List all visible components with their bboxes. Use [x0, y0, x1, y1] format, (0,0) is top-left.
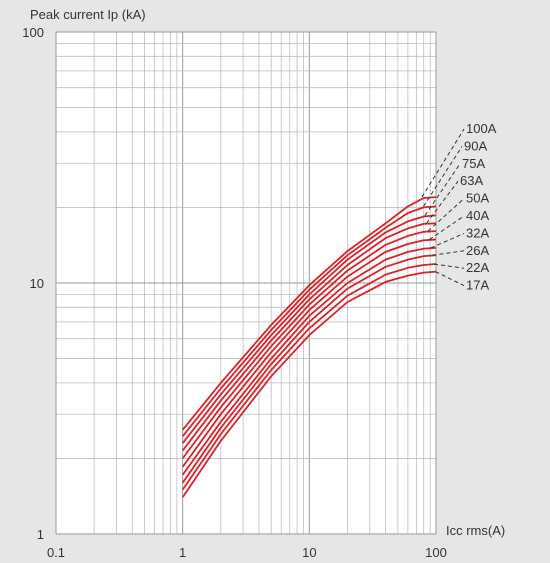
- x-tick-label: 0.1: [47, 545, 65, 560]
- series-label-leader: [430, 232, 465, 249]
- series-label-leader: [423, 146, 463, 207]
- series-line: [181, 238, 437, 468]
- series-label-leader: [424, 163, 461, 216]
- series-line: [182, 196, 437, 431]
- series-label: 50A: [466, 191, 489, 206]
- series-line: [181, 270, 437, 498]
- series-label: 90A: [464, 138, 487, 153]
- series-label-leader: [421, 128, 465, 198]
- series-line: [181, 222, 437, 452]
- x-tick-label: 100: [425, 545, 447, 560]
- series-line: [181, 230, 437, 459]
- y-tick-label: 1: [37, 527, 44, 542]
- series-line: [181, 263, 437, 491]
- series-label: 100A: [466, 121, 497, 136]
- series-label: 17A: [466, 278, 489, 293]
- series-label-leader: [427, 198, 465, 232]
- series-line: [181, 214, 437, 444]
- series-label: 22A: [466, 260, 489, 275]
- series-label: 26A: [466, 243, 489, 258]
- series-line: [181, 205, 437, 437]
- y-tick-label: 100: [22, 25, 44, 40]
- x-axis-title: Icc rms(A): [446, 523, 505, 538]
- y-axis-title: Peak current Ip (kA): [30, 7, 146, 22]
- series-label: 32A: [466, 225, 489, 240]
- series-label-leader: [433, 263, 465, 269]
- x-tick-label: 10: [302, 545, 316, 560]
- series-line: [181, 254, 437, 484]
- series-label: 40A: [466, 208, 489, 223]
- series-label: 75A: [462, 156, 485, 171]
- series-label: 63A: [460, 173, 483, 188]
- series-line: [181, 247, 437, 476]
- y-tick-label: 10: [30, 276, 44, 291]
- series-label-leader: [426, 180, 459, 224]
- x-tick-label: 1: [179, 545, 186, 560]
- series-label-leader: [435, 271, 465, 287]
- series-label-leader: [432, 250, 465, 256]
